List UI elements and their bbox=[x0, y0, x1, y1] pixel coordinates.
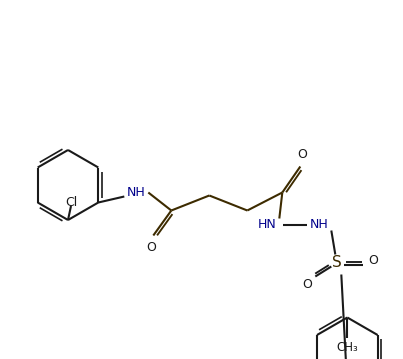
Text: Cl: Cl bbox=[65, 196, 77, 210]
Text: O: O bbox=[146, 241, 156, 254]
Text: CH₃: CH₃ bbox=[337, 341, 358, 354]
Text: O: O bbox=[368, 254, 378, 267]
Text: NH: NH bbox=[310, 218, 329, 231]
Text: HN: HN bbox=[258, 218, 277, 231]
Text: S: S bbox=[332, 255, 342, 270]
Text: O: O bbox=[302, 278, 312, 291]
Text: NH: NH bbox=[127, 186, 146, 199]
Text: O: O bbox=[297, 148, 307, 161]
